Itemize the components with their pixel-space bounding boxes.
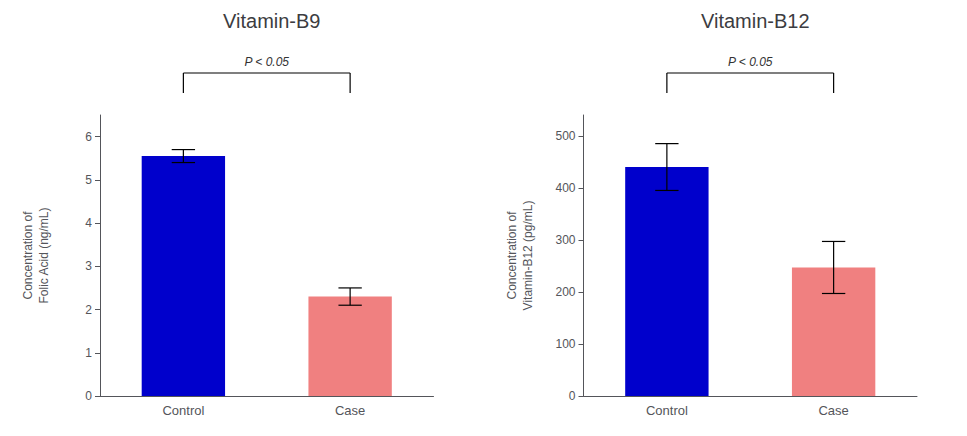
svg-text:4: 4 [85, 216, 92, 230]
svg-text:Vitamin-B12: Vitamin-B12 [701, 10, 810, 32]
svg-text:Concentration of: Concentration of [21, 211, 35, 300]
svg-text:Case: Case [818, 403, 848, 418]
svg-text:100: 100 [555, 337, 575, 351]
svg-text:2: 2 [85, 303, 92, 317]
svg-text:Folic Acid (ng/mL): Folic Acid (ng/mL) [37, 207, 51, 303]
svg-text:Vitamin-B9: Vitamin-B9 [223, 10, 320, 32]
svg-text:0: 0 [569, 389, 576, 403]
svg-text:0: 0 [85, 389, 92, 403]
svg-text:P < 0.05: P < 0.05 [728, 55, 773, 69]
svg-text:500: 500 [555, 129, 575, 143]
svg-text:200: 200 [555, 285, 575, 299]
svg-text:5: 5 [85, 173, 92, 187]
svg-text:300: 300 [555, 233, 575, 247]
svg-text:Vitamin-B12 (pg/mL): Vitamin-B12 (pg/mL) [521, 201, 535, 311]
svg-text:1: 1 [85, 346, 92, 360]
svg-text:400: 400 [555, 181, 575, 195]
svg-text:P < 0.05: P < 0.05 [244, 55, 289, 69]
svg-text:6: 6 [85, 130, 92, 144]
svg-text:Control: Control [646, 403, 688, 418]
svg-text:Case: Case [335, 403, 365, 418]
svg-text:Concentration of: Concentration of [505, 211, 519, 300]
svg-text:3: 3 [85, 259, 92, 273]
svg-text:Control: Control [162, 403, 204, 418]
